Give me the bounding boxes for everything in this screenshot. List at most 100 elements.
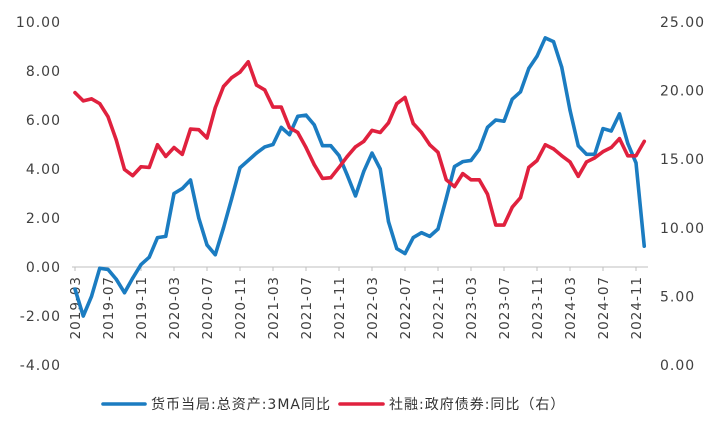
right-axis-tick-label: 15.00 [660,152,705,168]
monetary-authority-total-assets-data-point [81,314,85,318]
monetary-authority-total-assets-data-point [477,147,481,151]
government-bond-financing-data-point [370,128,374,132]
government-bond-financing-data-point [89,97,94,101]
government-bond-financing-data-point [114,138,118,142]
government-bond-financing-data-point [617,137,622,141]
government-bond-financing-data-point [494,223,498,227]
government-bond-financing-data-point [543,143,547,147]
government-bond-financing-data-point [403,95,407,100]
monetary-authority-total-assets-data-point [296,114,300,118]
x-axis-tick-label: 2023-07 [497,276,513,339]
x-axis-tick-label: 2022-11 [431,276,447,339]
monetary-authority-total-assets-data-point [642,244,646,248]
government-bond-financing-data-point [188,127,193,131]
x-axis-tick-label: 2021-07 [299,276,315,339]
legend: 货币当局:总资产:3MA同比 社融:政府债券:同比（右） [101,396,565,413]
monetary-authority-total-assets-data-point [147,255,151,259]
monetary-authority-total-assets-data-point [279,125,283,129]
x-axis-tick-label: 2019-03 [68,276,84,339]
monetary-authority-total-assets-data-point [312,123,316,127]
monetary-authority-total-assets-data-point [320,144,325,148]
monetary-authority-total-assets-data-point [180,187,184,191]
series-line-government-bond-financing [73,59,647,227]
government-bond-financing-data-point [197,128,201,132]
government-bond-financing-data-point [411,121,415,126]
government-bond-financing-data-point [428,143,432,147]
x-axis-tick-label: 2024-11 [629,276,645,339]
monetary-authority-total-assets-data-point [337,153,341,158]
government-bond-financing-data-point [320,176,325,181]
government-bond-financing-data-point [419,130,424,135]
monetary-authority-total-assets-data-point [362,169,366,174]
government-bond-financing-data-point [634,154,638,158]
x-axis-tick-label: 2024-03 [563,276,579,339]
x-axis-tick-label: 2020-11 [233,276,249,339]
monetary-authority-total-assets-data-point [535,54,539,58]
monetary-authority-total-assets-data-point [469,158,473,163]
right-axis-tick-label: 0.00 [660,358,695,374]
monetary-authority-total-assets-data-point [73,287,77,291]
x-axis-tick-label: 2021-03 [266,276,282,339]
monetary-authority-total-assets-data-point [419,231,424,235]
government-bond-financing-data-point [304,145,308,150]
monetary-authority-total-assets-data-point [551,40,556,44]
government-bond-financing-data-point [279,105,283,109]
monetary-authority-total-assets-data-point [164,234,168,238]
axes: -4.00 -2.00 0.00 2.00 4.00 6.00 8.00 10.00 0.00 5… [16,15,705,374]
monetary-authority-total-assets-data-point [617,112,622,116]
government-bond-financing-data-point [436,150,440,154]
government-bond-financing-data-point [527,165,531,170]
x-axis-tick-label: 2021-11 [332,276,348,339]
government-bond-financing-data-point [535,158,539,163]
legend-label-government-bond-financing: 社融:政府债券:同比（右） [389,397,565,413]
monetary-authority-total-assets-data-point [221,226,226,230]
monetary-authority-total-assets-data-point [452,164,457,169]
monetary-authority-total-assets-data-point [329,144,333,148]
monetary-authority-total-assets-data-point [378,167,382,171]
monetary-authority-total-assets-data-point [345,173,349,177]
left-axis-tick-label: -2.00 [20,309,61,325]
x-axis-tick-label: 2023-11 [530,276,546,339]
government-bond-financing-data-point [477,178,481,182]
monetary-authority-total-assets-data-point [411,236,415,240]
legend-item-government-bond-financing: 社融:政府债券:同比（右） [338,397,565,413]
x-axis-tick-label: 2019-11 [134,276,150,339]
monetary-authority-total-assets-data-point [576,144,580,148]
government-bond-financing-data-point [246,60,250,64]
monetary-authority-total-assets-data-point [403,251,407,256]
x-axis-tick-label: 2022-03 [365,276,381,339]
monetary-authority-total-assets-data-point [98,266,102,270]
government-bond-financing-data-point [386,121,391,125]
government-bond-financing-data-point [155,143,160,147]
government-bond-financing-data-point [329,176,333,180]
x-axis-tick-label: 2020-07 [200,276,216,339]
monetary-authority-total-assets-data-point [510,97,514,101]
government-bond-financing-data-point [337,165,341,170]
government-bond-financing-data-point [296,130,300,135]
monetary-authority-total-assets-data-point [246,158,250,163]
government-bond-financing-data-point [444,178,448,182]
left-axis-tick-label: 6.00 [26,113,61,129]
monetary-authority-total-assets-data-point [568,108,572,112]
government-bond-financing-data-point [469,178,473,182]
government-bond-financing-data-point [461,172,465,176]
monetary-authority-total-assets-data-point [304,113,308,117]
series-monetary-authority-total-assets [73,36,647,318]
monetary-authority-total-assets-data-point [353,194,358,198]
monetary-authority-total-assets-data-point [502,119,506,123]
series-government-bond-financing [73,59,647,227]
government-bond-financing-data-point [287,126,292,130]
government-bond-financing-data-point [485,192,490,196]
monetary-authority-total-assets-data-point [172,191,176,196]
monetary-authority-total-assets-data-point [494,118,498,122]
government-bond-financing-data-point [172,145,176,150]
legend-label-monetary-authority-total-assets: 货币当局:总资产:3MA同比 [151,396,331,413]
government-bond-financing-data-point [98,102,102,106]
monetary-authority-total-assets-data-point [230,196,234,200]
right-axis-tick-label: 25.00 [660,15,705,31]
left-axis-tick-label: 8.00 [26,64,61,80]
government-bond-financing-data-point [362,139,366,143]
government-bond-financing-data-point [353,145,358,149]
